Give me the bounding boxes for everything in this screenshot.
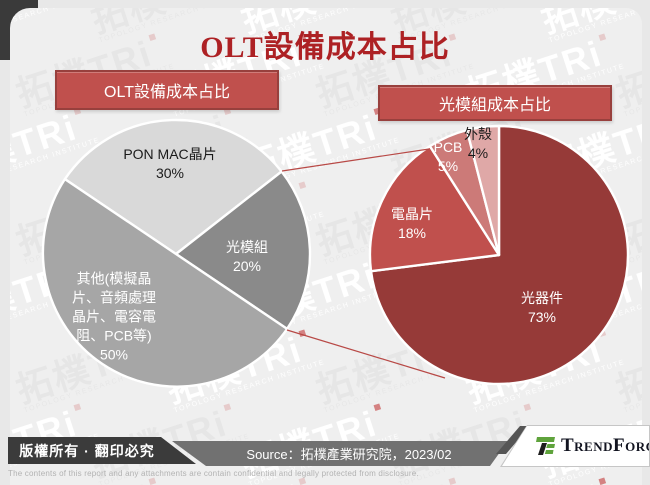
left-chart-banner: OLT設備成本占比: [55, 70, 279, 110]
source-band: Source：拓樸產業研究院，2023/02: [164, 441, 508, 466]
disclaimer-text: The contents of this report and any atta…: [8, 469, 419, 478]
trendforce-plate: TrendForce: [500, 425, 650, 467]
source-text: Source：拓樸產業研究院，2023/02: [246, 447, 452, 462]
trendforce-logo: TrendForce: [533, 434, 649, 458]
copyright-ribbon: 版權所有 · 翻印必究: [8, 437, 196, 464]
page-title: OLT設備成本占比: [200, 31, 450, 64]
trendforce-plate-inner: TrendForce: [502, 426, 649, 466]
copyright-text: 版權所有 · 翻印必究: [19, 442, 155, 459]
trendforce-wordmark: TrendForce: [561, 435, 649, 456]
left-chart-banner-label: OLT設備成本占比: [104, 84, 230, 101]
trendforce-logo-icon: [536, 437, 555, 455]
right-chart-banner-label: 光模組成本占比: [438, 97, 551, 114]
right-chart-banner: 光模組成本占比: [378, 85, 612, 121]
